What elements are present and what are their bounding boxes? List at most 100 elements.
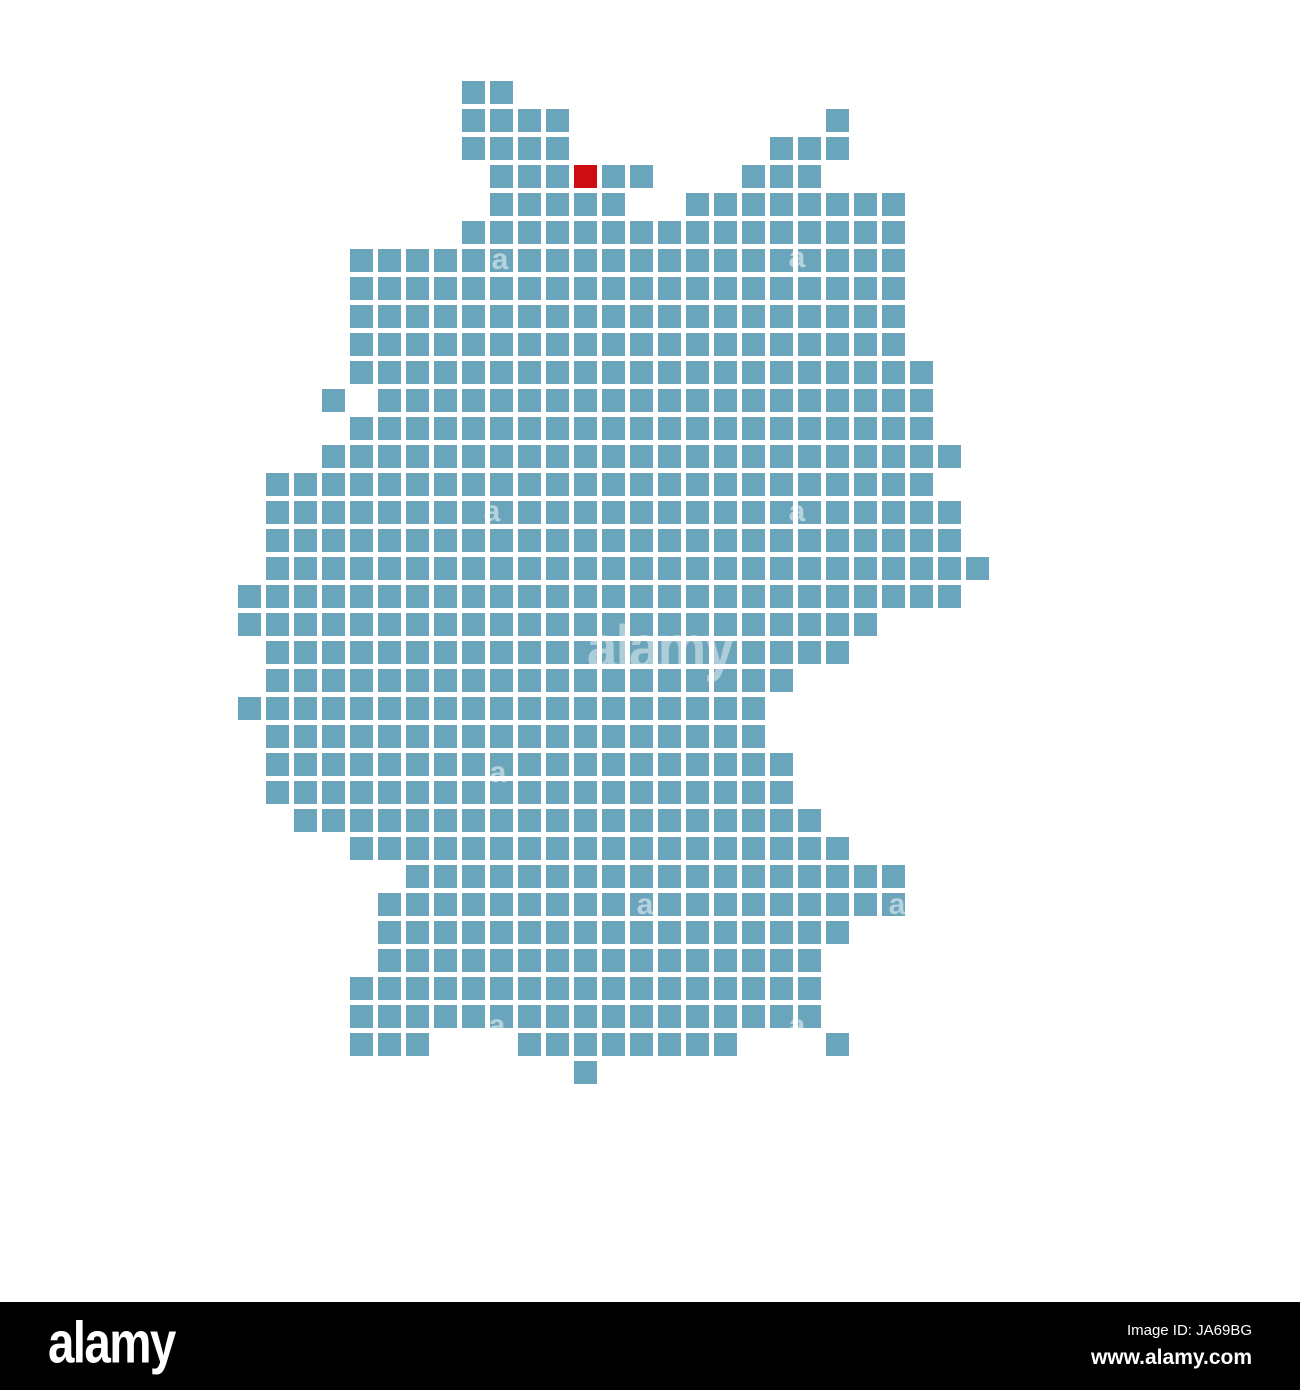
map-pixel <box>658 585 681 608</box>
map-pixel <box>826 585 849 608</box>
map-pixel <box>770 417 793 440</box>
map-pixel <box>462 417 485 440</box>
map-pixel <box>602 949 625 972</box>
map-pixel <box>574 697 597 720</box>
alamy-url-text: www.alamy.com <box>1090 1346 1252 1369</box>
map-pixel <box>966 557 989 580</box>
map-pixel <box>350 613 373 636</box>
map-pixel <box>770 333 793 356</box>
map-pixel <box>714 249 737 272</box>
map-pixel <box>434 585 457 608</box>
map-pixel <box>462 361 485 384</box>
map-pixel <box>938 585 961 608</box>
map-pixel <box>658 277 681 300</box>
map-pixel <box>490 809 513 832</box>
map-pixel <box>350 557 373 580</box>
map-pixel <box>630 277 653 300</box>
map-pixel <box>798 445 821 468</box>
map-pixel <box>770 585 793 608</box>
map-pixel <box>826 221 849 244</box>
map-pixel <box>882 473 905 496</box>
map-pixel <box>686 529 709 552</box>
map-pixel <box>658 809 681 832</box>
map-pixel <box>546 837 569 860</box>
map-pixel <box>378 725 401 748</box>
map-pixel <box>798 977 821 1000</box>
map-pixel <box>882 361 905 384</box>
map-pixel <box>574 977 597 1000</box>
map-pixel <box>574 585 597 608</box>
map-pixel <box>350 753 373 776</box>
map-pixel <box>854 305 877 328</box>
map-pixel <box>686 669 709 692</box>
map-pixel <box>462 669 485 692</box>
map-pixel <box>462 753 485 776</box>
map-pixel <box>434 949 457 972</box>
map-pixel <box>434 529 457 552</box>
map-pixel <box>742 893 765 916</box>
map-pixel <box>406 361 429 384</box>
map-pixel <box>238 697 261 720</box>
watermark-letter-a: a <box>888 888 906 921</box>
map-pixel <box>658 837 681 860</box>
map-pixel <box>602 1033 625 1056</box>
map-pixel <box>378 585 401 608</box>
map-pixel <box>462 501 485 524</box>
map-pixel <box>714 501 737 524</box>
map-pixel <box>350 277 373 300</box>
map-pixel <box>322 613 345 636</box>
map-pixel <box>602 893 625 916</box>
map-pixel <box>490 949 513 972</box>
map-pixel <box>742 753 765 776</box>
map-pixel <box>574 893 597 916</box>
map-pixel <box>798 165 821 188</box>
map-pixel <box>574 641 597 664</box>
map-pixel <box>770 977 793 1000</box>
map-pixel <box>434 669 457 692</box>
footer-bar: alamy Image ID: JA69BG www.alamy.com <box>0 1302 1300 1390</box>
map-pixel <box>546 697 569 720</box>
map-pixel <box>658 305 681 328</box>
map-pixel <box>518 781 541 804</box>
map-pixel <box>350 305 373 328</box>
map-pixel <box>462 81 485 104</box>
map-pixel <box>742 445 765 468</box>
map-pixel <box>490 865 513 888</box>
map-pixel <box>798 1005 821 1028</box>
map-pixel <box>770 865 793 888</box>
map-pixel <box>490 81 513 104</box>
map-pixel <box>518 865 541 888</box>
map-pixel <box>490 417 513 440</box>
map-pixel <box>490 669 513 692</box>
map-pixel <box>854 249 877 272</box>
map-pixel <box>770 1005 793 1028</box>
alamy-logo: alamy <box>48 1310 176 1376</box>
map-pixel <box>602 725 625 748</box>
map-pixel <box>742 921 765 944</box>
map-pixel <box>406 249 429 272</box>
map-pixel <box>742 277 765 300</box>
map-pixel <box>686 585 709 608</box>
map-pixel <box>602 221 625 244</box>
map-pixel <box>770 165 793 188</box>
map-pixel <box>658 501 681 524</box>
map-pixel <box>714 557 737 580</box>
map-pixel <box>462 473 485 496</box>
map-pixel <box>742 641 765 664</box>
map-pixel <box>602 781 625 804</box>
map-pixel <box>630 473 653 496</box>
map-pixel <box>518 753 541 776</box>
map-pixel <box>658 333 681 356</box>
map-pixel <box>322 781 345 804</box>
map-pixel <box>798 529 821 552</box>
map-pixel <box>462 697 485 720</box>
map-pixel <box>518 389 541 412</box>
map-pixel <box>406 557 429 580</box>
map-pixel <box>602 473 625 496</box>
map-pixel <box>798 501 821 524</box>
map-pixel <box>826 137 849 160</box>
map-pixel <box>574 529 597 552</box>
map-pixel <box>686 361 709 384</box>
